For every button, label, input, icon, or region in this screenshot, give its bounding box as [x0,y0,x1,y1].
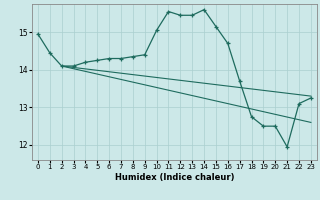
X-axis label: Humidex (Indice chaleur): Humidex (Indice chaleur) [115,173,234,182]
